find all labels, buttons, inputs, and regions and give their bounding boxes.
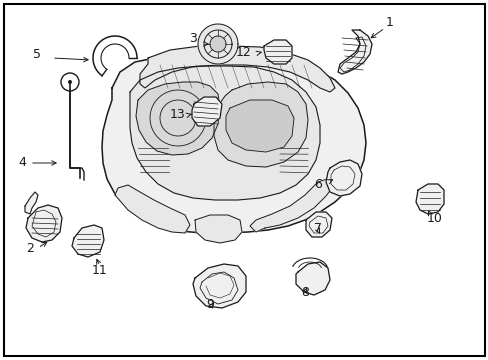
Text: 9: 9	[205, 298, 214, 311]
Polygon shape	[249, 178, 334, 232]
Polygon shape	[72, 225, 104, 257]
Polygon shape	[295, 262, 329, 295]
Polygon shape	[305, 212, 331, 237]
Polygon shape	[25, 192, 38, 214]
Polygon shape	[210, 36, 225, 52]
Text: 3: 3	[189, 31, 197, 45]
Polygon shape	[198, 24, 238, 64]
Polygon shape	[415, 184, 443, 214]
Polygon shape	[195, 215, 242, 243]
Text: 6: 6	[313, 179, 321, 192]
Text: 2: 2	[26, 242, 34, 255]
Text: 12: 12	[236, 46, 251, 59]
Polygon shape	[214, 82, 307, 167]
Text: 10: 10	[426, 211, 442, 225]
Text: 13: 13	[170, 108, 185, 122]
Polygon shape	[115, 185, 190, 233]
Polygon shape	[192, 97, 222, 126]
Polygon shape	[136, 82, 220, 155]
Polygon shape	[26, 205, 62, 242]
Polygon shape	[140, 46, 334, 92]
Polygon shape	[203, 30, 231, 58]
Polygon shape	[102, 56, 365, 233]
Text: 7: 7	[313, 221, 321, 234]
Circle shape	[68, 80, 72, 84]
Polygon shape	[130, 66, 319, 200]
Polygon shape	[337, 30, 371, 74]
Text: 11: 11	[92, 264, 108, 276]
Text: 4: 4	[18, 157, 26, 170]
Polygon shape	[325, 160, 361, 196]
Polygon shape	[264, 40, 291, 64]
Text: 8: 8	[301, 285, 308, 298]
Text: 5: 5	[33, 49, 41, 62]
Polygon shape	[193, 264, 245, 308]
Text: 1: 1	[385, 15, 393, 28]
Polygon shape	[225, 100, 293, 152]
